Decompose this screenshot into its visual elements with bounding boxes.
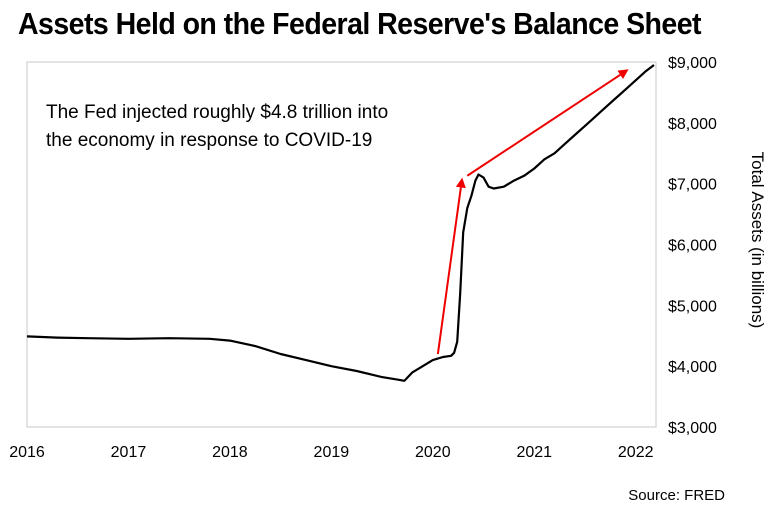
y-tick-label-5000: $5,000 xyxy=(668,298,717,315)
annotation-line-2: the economy in response to COVID-19 xyxy=(46,130,372,151)
annotation-arrowhead-2 xyxy=(617,69,629,79)
x-tick-label-2016: 2016 xyxy=(9,444,45,461)
series-line-total-assets xyxy=(26,64,655,382)
y-tick-label-9000: $9,000 xyxy=(668,55,717,72)
x-tick-label-2022: 2022 xyxy=(618,444,654,461)
y-axis-ticks: $3,000 $4,000 $5,000 $6,000 $7,000 $8,000 $9,0… xyxy=(668,55,717,437)
plot-frame xyxy=(26,61,657,428)
annotation-line-1: The Fed injected roughly $4.8 trillion i… xyxy=(46,102,388,123)
x-tick-label-2017: 2017 xyxy=(111,444,147,461)
y-tick-label-7000: $7,000 xyxy=(668,177,717,194)
x-tick-label-2018: 2018 xyxy=(212,444,248,461)
y-tick-label-4000: $4,000 xyxy=(668,359,717,376)
x-tick-label-2019: 2019 xyxy=(314,444,350,461)
annotation-arrowhead-1 xyxy=(455,177,466,189)
annotation-arrows xyxy=(436,69,629,355)
source-note: Source: FRED xyxy=(628,487,725,504)
y-tick-label-8000: $8,000 xyxy=(668,116,717,133)
x-axis-ticks: 2016 2017 2018 2019 2020 2021 2022 xyxy=(9,444,653,461)
annotation-arrow-1 xyxy=(436,187,462,355)
y-tick-label-3000: $3,000 xyxy=(668,420,717,437)
x-tick-label-2020: 2020 xyxy=(415,444,451,461)
chart-title: Assets Held on the Federal Reserve's Bal… xyxy=(18,6,702,41)
y-tick-label-6000: $6,000 xyxy=(668,238,717,255)
y-axis-label: Total Assets (in billions) xyxy=(748,152,767,329)
annotation-arrow-2 xyxy=(466,73,621,177)
x-tick-label-2021: 2021 xyxy=(516,444,552,461)
